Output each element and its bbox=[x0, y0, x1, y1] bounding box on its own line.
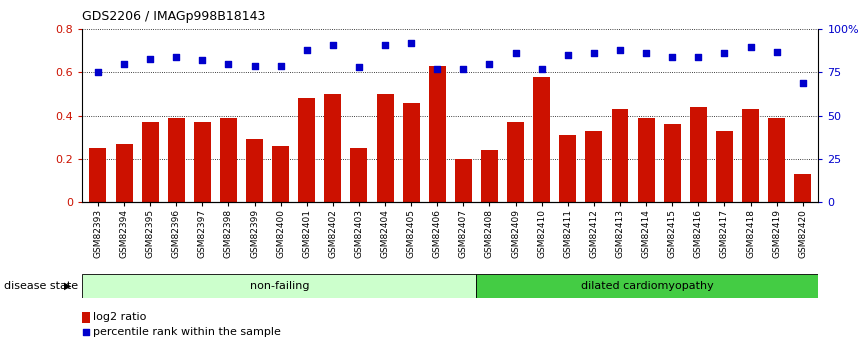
Point bbox=[587, 51, 601, 56]
Point bbox=[80, 329, 94, 334]
Text: non-failing: non-failing bbox=[249, 281, 309, 291]
Bar bbox=[298, 98, 315, 202]
Point bbox=[143, 56, 157, 61]
Point bbox=[248, 63, 262, 68]
Bar bbox=[82, 274, 476, 298]
Point bbox=[430, 66, 444, 72]
Bar bbox=[663, 124, 681, 202]
Point bbox=[274, 63, 288, 68]
Bar bbox=[533, 77, 550, 202]
Point bbox=[561, 52, 575, 58]
Point bbox=[222, 61, 236, 67]
Point bbox=[665, 54, 679, 60]
Point bbox=[91, 70, 105, 75]
Bar bbox=[742, 109, 759, 202]
Text: dilated cardiomyopathy: dilated cardiomyopathy bbox=[581, 281, 714, 291]
Point bbox=[770, 49, 784, 55]
Text: percentile rank within the sample: percentile rank within the sample bbox=[94, 327, 281, 337]
Bar bbox=[89, 148, 107, 202]
Bar bbox=[611, 109, 629, 202]
Text: disease state: disease state bbox=[4, 281, 79, 291]
Bar bbox=[325, 94, 341, 202]
Bar bbox=[507, 122, 524, 202]
Bar bbox=[403, 103, 420, 202]
Bar bbox=[585, 131, 603, 202]
Point bbox=[456, 66, 470, 72]
Text: log2 ratio: log2 ratio bbox=[94, 312, 146, 322]
Text: GDS2206 / IMAGp998B18143: GDS2206 / IMAGp998B18143 bbox=[82, 10, 266, 23]
Bar bbox=[272, 146, 289, 202]
Bar bbox=[716, 131, 733, 202]
Point bbox=[378, 42, 392, 48]
Point bbox=[534, 66, 548, 72]
Point bbox=[691, 54, 705, 60]
Point bbox=[404, 40, 418, 46]
Point bbox=[300, 47, 313, 53]
Bar bbox=[690, 107, 707, 202]
Point bbox=[482, 61, 496, 67]
Point bbox=[117, 61, 131, 67]
Bar bbox=[168, 118, 184, 202]
Bar bbox=[115, 144, 132, 202]
Point bbox=[639, 51, 653, 56]
Bar bbox=[142, 122, 158, 202]
Bar bbox=[559, 135, 576, 202]
Bar bbox=[637, 118, 655, 202]
Bar bbox=[429, 66, 446, 202]
Bar bbox=[476, 274, 818, 298]
Bar bbox=[768, 118, 785, 202]
Point bbox=[717, 51, 731, 56]
Text: ▶: ▶ bbox=[64, 281, 72, 291]
Point bbox=[352, 65, 366, 70]
Bar bbox=[455, 159, 472, 202]
Bar bbox=[481, 150, 498, 202]
Point bbox=[196, 58, 210, 63]
Point bbox=[744, 44, 758, 49]
Point bbox=[170, 54, 184, 60]
Bar bbox=[377, 94, 393, 202]
Bar bbox=[351, 148, 367, 202]
Point bbox=[508, 51, 522, 56]
Bar bbox=[82, 312, 90, 323]
Point bbox=[796, 80, 810, 86]
Point bbox=[613, 47, 627, 53]
Point bbox=[326, 42, 339, 48]
Bar bbox=[246, 139, 263, 202]
Bar bbox=[794, 174, 811, 202]
Bar bbox=[194, 122, 210, 202]
Bar bbox=[220, 118, 237, 202]
